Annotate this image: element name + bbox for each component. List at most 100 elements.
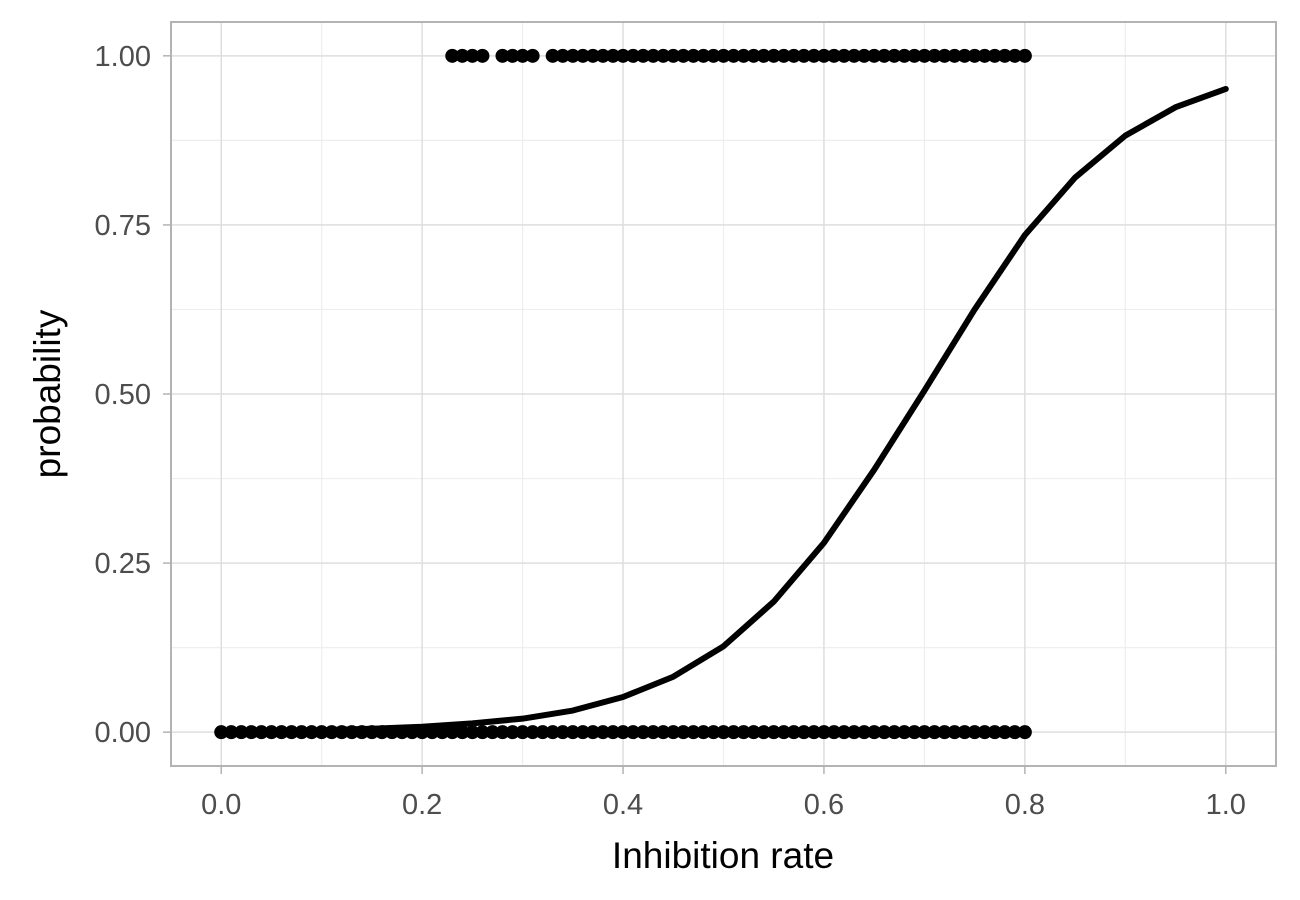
data-point bbox=[646, 725, 661, 740]
data-point bbox=[395, 725, 410, 740]
data-point bbox=[656, 48, 671, 63]
data-point bbox=[977, 725, 992, 740]
data-point bbox=[786, 48, 801, 63]
data-point bbox=[445, 48, 460, 63]
data-point bbox=[1017, 725, 1032, 740]
data-point bbox=[686, 48, 701, 63]
data-point bbox=[696, 48, 711, 63]
data-point bbox=[766, 48, 781, 63]
data-point bbox=[907, 48, 922, 63]
data-point bbox=[776, 48, 791, 63]
data-point bbox=[495, 48, 510, 63]
data-point bbox=[445, 725, 460, 740]
data-point bbox=[786, 725, 801, 740]
data-point bbox=[967, 725, 982, 740]
data-point bbox=[214, 725, 229, 740]
data-point bbox=[1007, 725, 1022, 740]
x-tick-label: 1.0 bbox=[1206, 789, 1246, 821]
data-point bbox=[917, 48, 932, 63]
data-point bbox=[575, 725, 590, 740]
data-point bbox=[616, 725, 631, 740]
data-point bbox=[224, 725, 239, 740]
data-point bbox=[1007, 48, 1022, 63]
data-point bbox=[565, 725, 580, 740]
data-point bbox=[344, 725, 359, 740]
data-point bbox=[405, 725, 420, 740]
data-point bbox=[806, 48, 821, 63]
x-tick-label: 0.2 bbox=[402, 789, 442, 821]
x-axis-ticks: 0.0 0.2 0.4 0.6 0.8 1.0 bbox=[201, 766, 1246, 821]
data-point bbox=[515, 48, 530, 63]
data-point bbox=[455, 725, 470, 740]
data-point bbox=[616, 48, 631, 63]
data-point bbox=[726, 48, 741, 63]
data-point bbox=[897, 725, 912, 740]
data-point bbox=[374, 725, 389, 740]
data-point bbox=[465, 725, 480, 740]
data-point bbox=[917, 725, 932, 740]
data-point bbox=[947, 48, 962, 63]
y-axis-title: probability bbox=[27, 309, 68, 478]
data-point bbox=[626, 48, 641, 63]
data-point bbox=[847, 725, 862, 740]
data-point bbox=[877, 48, 892, 63]
data-point bbox=[756, 48, 771, 63]
data-point bbox=[274, 725, 289, 740]
data-point bbox=[816, 48, 831, 63]
x-axis-title: Inhibition rate bbox=[612, 835, 834, 876]
data-point bbox=[746, 725, 761, 740]
data-point bbox=[505, 48, 520, 63]
data-point bbox=[606, 725, 620, 740]
data-point bbox=[435, 725, 450, 740]
data-point bbox=[334, 725, 349, 740]
data-point bbox=[937, 725, 952, 740]
data-point bbox=[897, 48, 912, 63]
data-point bbox=[385, 725, 399, 740]
data-point bbox=[666, 48, 681, 63]
data-point bbox=[425, 725, 440, 740]
data-point bbox=[977, 48, 992, 63]
data-point bbox=[555, 48, 570, 63]
data-point bbox=[264, 725, 279, 740]
data-point bbox=[816, 725, 831, 740]
data-point bbox=[867, 725, 882, 740]
y-tick-label: 0.25 bbox=[95, 548, 151, 580]
data-point bbox=[827, 48, 841, 63]
data-point bbox=[626, 725, 641, 740]
data-point bbox=[847, 48, 862, 63]
data-point bbox=[716, 725, 731, 740]
data-point bbox=[475, 48, 490, 63]
y-axis-ticks: 0.00 0.25 0.50 0.75 1.00 bbox=[95, 41, 171, 749]
data-point bbox=[706, 48, 721, 63]
data-point bbox=[656, 725, 671, 740]
plot-marks bbox=[214, 48, 1229, 740]
data-point bbox=[736, 725, 751, 740]
data-point bbox=[636, 725, 651, 740]
data-point bbox=[987, 48, 1002, 63]
data-point bbox=[525, 725, 540, 740]
data-point bbox=[364, 725, 379, 740]
data-point bbox=[947, 725, 962, 740]
data-point bbox=[676, 725, 691, 740]
data-point bbox=[475, 725, 490, 740]
data-point bbox=[354, 725, 369, 740]
data-point bbox=[455, 48, 470, 63]
data-point bbox=[857, 725, 872, 740]
data-point bbox=[927, 725, 942, 740]
x-tick-label: 0.8 bbox=[1005, 789, 1045, 821]
data-point bbox=[636, 48, 651, 63]
data-point bbox=[314, 725, 329, 740]
data-point bbox=[535, 725, 550, 740]
data-point bbox=[284, 725, 299, 740]
data-point bbox=[957, 725, 972, 740]
data-point bbox=[525, 48, 540, 63]
data-point bbox=[867, 48, 882, 63]
data-point bbox=[666, 725, 681, 740]
data-point bbox=[997, 725, 1012, 740]
data-point bbox=[485, 725, 500, 740]
data-point bbox=[294, 725, 309, 740]
data-point bbox=[686, 725, 701, 740]
data-point bbox=[595, 725, 610, 740]
data-point bbox=[304, 725, 319, 740]
